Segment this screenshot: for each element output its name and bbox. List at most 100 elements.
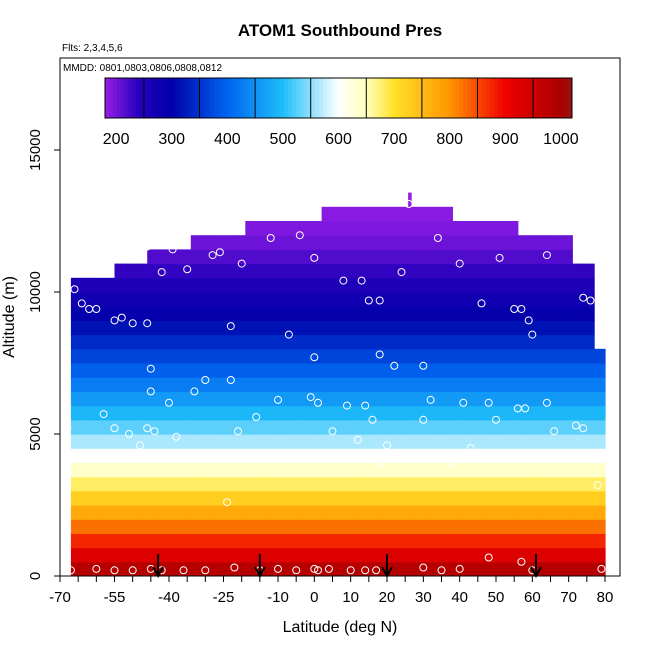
heatmap-cell	[506, 391, 519, 407]
heatmap-cell	[212, 320, 225, 336]
colorbar-segment	[556, 78, 561, 118]
heatmap-cell	[572, 306, 584, 321]
heatmap-cell	[114, 434, 126, 449]
heatmap-cell	[496, 363, 508, 378]
heatmap-cell	[256, 377, 268, 392]
heatmap-cell	[550, 434, 562, 449]
heatmap-cell	[474, 405, 486, 421]
heatmap-cell	[528, 249, 541, 265]
heatmap-cell	[223, 348, 235, 364]
heatmap-cell	[288, 476, 301, 492]
heatmap-cell	[136, 292, 148, 307]
heatmap-cell	[190, 306, 203, 321]
heatmap-cell	[397, 206, 410, 222]
heatmap-cell	[245, 292, 257, 307]
heatmap-cell	[223, 320, 235, 336]
heatmap-cell	[169, 519, 181, 534]
heatmap-cell	[441, 320, 453, 336]
heatmap-cell	[103, 277, 116, 293]
heatmap-cell	[179, 391, 192, 407]
heatmap-cell	[550, 448, 562, 463]
heatmap-cell	[147, 405, 159, 421]
heatmap-cell	[278, 235, 290, 250]
heatmap-cell	[299, 448, 312, 463]
heatmap-cell	[463, 490, 475, 506]
heatmap-cell	[343, 547, 355, 563]
heatmap-cell	[103, 505, 116, 520]
colorbar-segment	[361, 78, 367, 118]
colorbar-segment	[396, 78, 402, 118]
x-tick-label: 80	[597, 589, 614, 606]
heatmap-cell	[528, 277, 541, 293]
heatmap-cell	[408, 221, 421, 236]
heatmap-cell	[452, 405, 464, 421]
heatmap-cell	[397, 505, 410, 520]
observation-point	[226, 376, 235, 384]
heatmap-cell	[496, 533, 508, 549]
heatmap-cell	[92, 405, 105, 421]
heatmap-cell	[376, 292, 388, 307]
heatmap-cell	[528, 391, 541, 407]
heatmap-cell	[299, 434, 312, 449]
heatmap-cell	[485, 235, 497, 250]
x-tick-label: 10	[342, 589, 359, 606]
heatmap-cell	[550, 292, 562, 307]
heatmap-cell	[430, 320, 443, 336]
heatmap-cell	[288, 348, 301, 364]
heatmap-cell	[397, 476, 410, 492]
observation-point	[484, 398, 493, 407]
heatmap-cell	[332, 277, 344, 293]
heatmap-cell	[496, 377, 508, 392]
heatmap-cell	[463, 434, 475, 449]
heatmap-cell	[485, 391, 497, 407]
heatmap-cell	[169, 547, 181, 563]
heatmap-cell	[70, 434, 83, 449]
heatmap-cell	[190, 292, 203, 307]
heatmap-cell	[474, 533, 486, 549]
observation-point	[550, 427, 559, 436]
colorbar-segment	[486, 78, 491, 118]
x-tick-label: -55	[104, 589, 126, 606]
heatmap-cell	[452, 533, 464, 549]
heatmap-cell	[496, 490, 508, 506]
heatmap-cell	[408, 405, 421, 421]
colorbar-segment	[490, 78, 495, 118]
heatmap-cell	[81, 363, 94, 378]
heatmap-cell	[517, 263, 530, 279]
heatmap-cell	[528, 434, 541, 449]
heatmap-cell	[103, 533, 116, 549]
heatmap-cell	[332, 292, 344, 307]
heatmap-cell	[169, 391, 181, 407]
heatmap-cell	[147, 462, 159, 478]
heatmap-cell	[441, 434, 453, 449]
heatmap-cell	[354, 363, 366, 378]
heatmap-cell	[179, 334, 192, 350]
heatmap-cell	[125, 505, 137, 520]
heatmap-cell	[158, 490, 170, 506]
heatmap-cell	[528, 263, 541, 279]
heatmap-cell	[179, 263, 192, 279]
heatmap-cell	[474, 561, 486, 576]
colorbar-segment	[202, 78, 207, 118]
heatmap-cell	[496, 561, 508, 576]
observation-point	[183, 265, 192, 274]
observation-point	[353, 435, 362, 444]
heatmap-cell	[114, 462, 126, 478]
heatmap-cell	[125, 334, 137, 350]
colorbar-segment	[108, 78, 114, 118]
heatmap-cell	[354, 221, 366, 236]
observation-point	[274, 564, 282, 573]
heatmap-cell	[452, 519, 464, 534]
observation-point	[579, 424, 588, 433]
heatmap-cell	[278, 434, 290, 449]
heatmap-cell	[81, 505, 94, 520]
heatmap-cell	[245, 462, 257, 478]
heatmap-cell	[354, 434, 366, 449]
heatmap-cell	[310, 391, 323, 407]
heatmap-cell	[125, 533, 137, 549]
observation-point	[128, 566, 137, 575]
heatmap-cell	[430, 391, 443, 407]
heatmap-cell	[463, 391, 475, 407]
observation-point	[135, 441, 144, 450]
heatmap-cell	[441, 277, 453, 293]
